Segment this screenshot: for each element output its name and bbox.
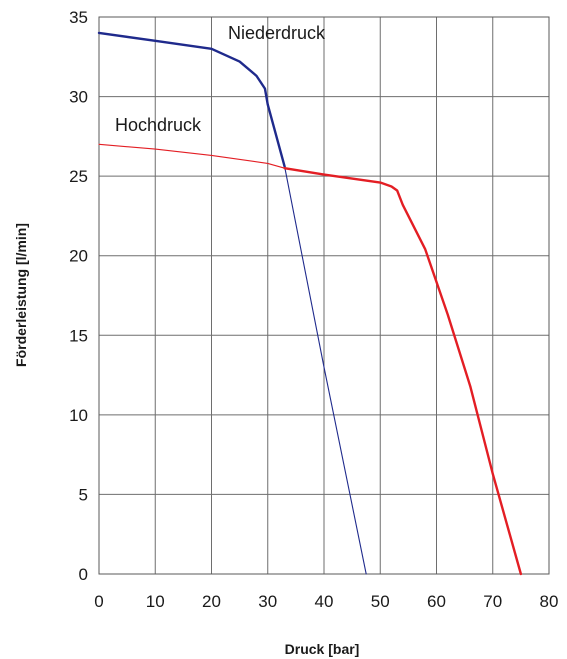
y-tick-label: 15 bbox=[69, 326, 88, 345]
x-tick-label: 80 bbox=[540, 592, 559, 611]
x-tick-label: 60 bbox=[427, 592, 446, 611]
x-axis-title: Druck [bar] bbox=[285, 641, 360, 657]
series-label-niederdruck: Niederdruck bbox=[228, 23, 326, 43]
x-tick-label: 10 bbox=[146, 592, 165, 611]
y-tick-label: 35 bbox=[69, 8, 88, 27]
series-line-hochdruck-bold bbox=[283, 166, 523, 576]
y-tick-label: 10 bbox=[69, 406, 88, 425]
y-tick-label: 5 bbox=[79, 485, 88, 504]
series-line-niederdruck-thin bbox=[284, 166, 367, 575]
series-label-hochdruck: Hochdruck bbox=[115, 115, 202, 135]
series-lines bbox=[97, 31, 523, 576]
x-tick-labels: 0 10 20 30 40 50 60 70 80 bbox=[94, 592, 558, 611]
y-tick-label: 20 bbox=[69, 247, 88, 266]
y-axis-title: Förderleistung [l/min] bbox=[13, 223, 29, 367]
x-tick-label: 20 bbox=[202, 592, 221, 611]
plot-frame bbox=[98, 16, 550, 575]
y-tick-label: 30 bbox=[69, 88, 88, 107]
y-tick-labels: 0 5 10 15 20 25 30 35 bbox=[69, 8, 88, 584]
y-tick-label: 25 bbox=[69, 167, 88, 186]
x-tick-label: 30 bbox=[258, 592, 277, 611]
series-line-hochdruck-thin bbox=[98, 143, 286, 169]
grid-lines bbox=[98, 16, 550, 575]
x-tick-label: 70 bbox=[483, 592, 502, 611]
series-line-niederdruck-bold bbox=[97, 31, 286, 168]
y-tick-label: 0 bbox=[79, 565, 88, 584]
x-tick-label: 50 bbox=[371, 592, 390, 611]
x-tick-label: 40 bbox=[315, 592, 334, 611]
x-tick-label: 0 bbox=[94, 592, 103, 611]
